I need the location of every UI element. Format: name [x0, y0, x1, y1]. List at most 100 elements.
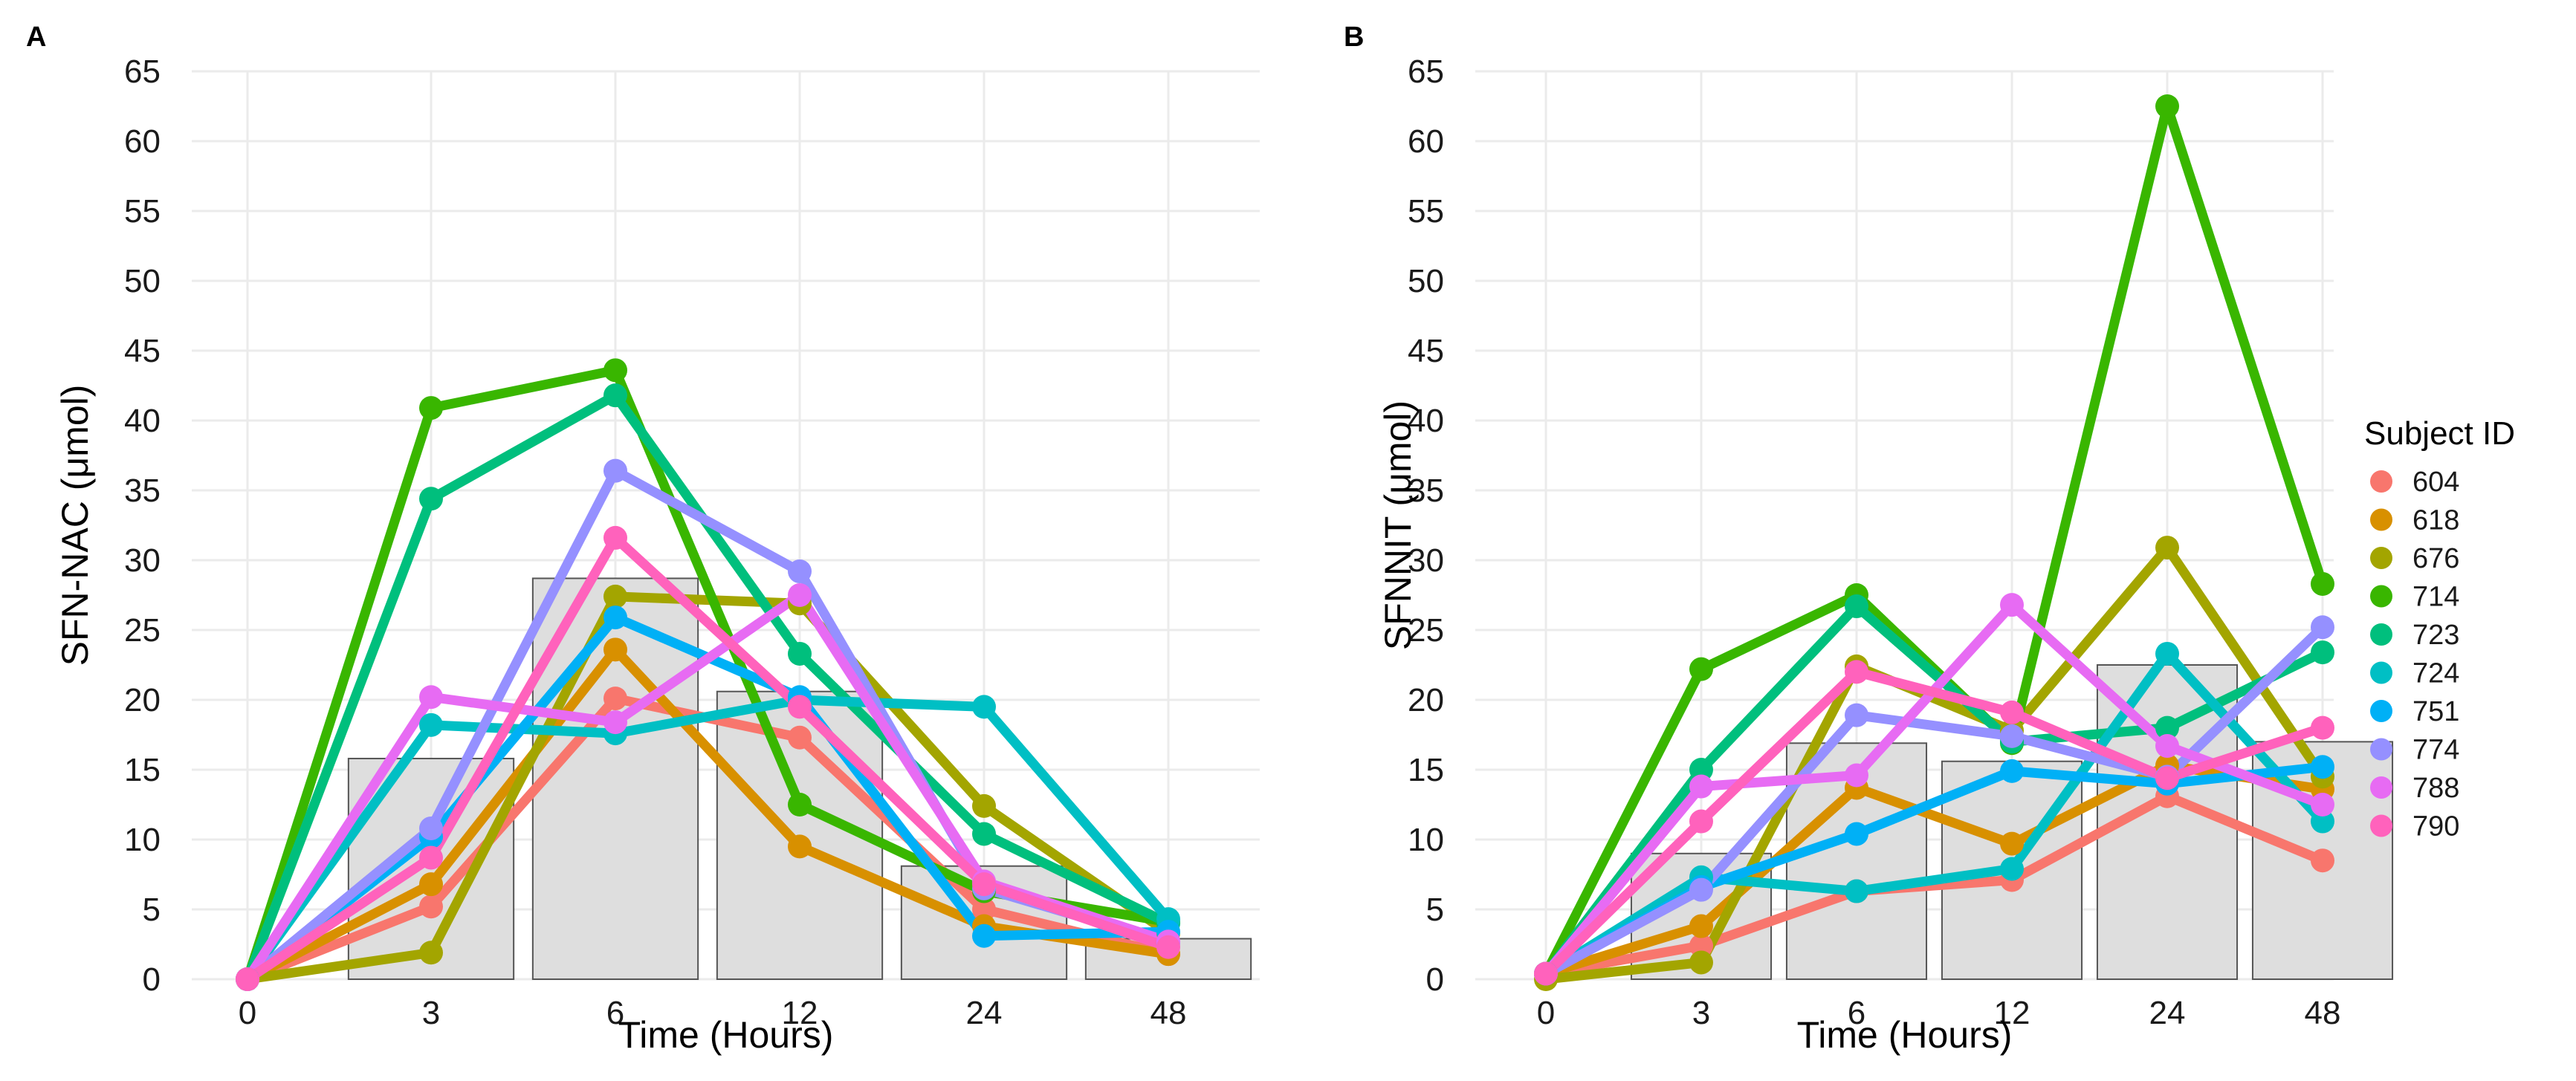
panel-b: B 0 5 10 15 20 25 30 35 40 45 50 55 60 65 0 3 6 12 24 48 Time…	[1344, 22, 2394, 1056]
point-790	[972, 872, 996, 897]
point-723	[2155, 715, 2179, 740]
point-751	[2000, 759, 2024, 783]
legend-swatch-774	[2370, 738, 2392, 761]
point-714	[419, 396, 443, 421]
point-604	[788, 725, 812, 750]
legend-label-618: 618	[2412, 505, 2459, 536]
point-723	[419, 487, 443, 511]
panel-a-label: A	[26, 22, 46, 53]
x-tick-label: 24	[966, 995, 1003, 1031]
point-676	[1689, 950, 1713, 975]
point-788	[419, 685, 443, 710]
x-tick-label: 6	[606, 995, 624, 1031]
point-618	[2000, 831, 2024, 856]
point-790	[236, 967, 259, 991]
series-line-790	[242, 533, 1174, 984]
point-790	[1689, 809, 1713, 834]
point-724	[2155, 641, 2179, 666]
point-774	[419, 816, 443, 840]
legend: Subject ID 604 618 676 714 723 724 751 774 788 790	[2364, 415, 2515, 843]
y-tick-label: 50	[124, 263, 161, 299]
x-axis-label: Time (Hours)	[618, 1014, 834, 1056]
point-724	[972, 695, 996, 719]
point-604	[419, 895, 443, 919]
y-tick-label: 40	[124, 403, 161, 439]
point-714	[2155, 94, 2179, 118]
legend-label-676: 676	[2412, 543, 2459, 574]
point-676	[972, 793, 996, 818]
x-tick-label: 12	[782, 995, 818, 1031]
point-723	[1689, 758, 1713, 782]
y-tick-label: 35	[124, 473, 161, 509]
point-774	[2000, 724, 2024, 748]
x-tick-label: 3	[1692, 995, 1710, 1031]
y-tick-label: 25	[124, 612, 161, 649]
legend-label-774: 774	[2412, 735, 2459, 766]
series-line-604	[1541, 791, 2328, 978]
series-line-676	[1541, 542, 2328, 984]
legend-swatch-724	[2370, 661, 2392, 684]
point-790	[419, 845, 443, 870]
point-790	[1534, 961, 1558, 986]
y-tick-label: 15	[124, 752, 161, 788]
y-tick-label: 60	[124, 123, 161, 160]
point-790	[603, 525, 627, 550]
point-788	[1689, 774, 1713, 799]
point-774	[1689, 877, 1713, 902]
legend-swatch-604	[2370, 470, 2392, 493]
y-tick-label: 10	[124, 822, 161, 858]
panel-a: A 0 5 10 15 20 25 30 35 40 45 50 55 60 65 0 3 6 12 24 48 Time…	[26, 22, 1260, 1056]
y-tick-label: 20	[1408, 682, 1444, 718]
point-751	[972, 923, 996, 948]
point-604	[2311, 848, 2334, 873]
legend-label-723: 723	[2412, 620, 2459, 651]
point-676	[2155, 536, 2179, 560]
point-790	[788, 695, 812, 719]
y-tick-label: 0	[143, 961, 161, 998]
point-788	[2311, 793, 2334, 817]
legend-label-724: 724	[2412, 658, 2459, 689]
series-line-724	[1541, 649, 2328, 978]
point-714	[2311, 571, 2334, 596]
point-790	[1156, 935, 1180, 959]
point-618	[419, 872, 443, 897]
y-axis-label: SFN-NAC (μmol)	[54, 385, 96, 666]
y-tick-label: 60	[1408, 123, 1444, 160]
point-723	[972, 822, 996, 846]
point-714	[788, 793, 812, 817]
point-788	[2000, 593, 2024, 617]
y-tick-label: 50	[1408, 263, 1444, 299]
y-tick-label: 25	[1408, 612, 1444, 649]
point-724	[419, 712, 443, 737]
x-tick-label: 12	[1994, 995, 2030, 1031]
point-788	[788, 583, 812, 607]
point-714	[1689, 657, 1713, 681]
point-774	[788, 559, 812, 584]
point-751	[2311, 755, 2334, 779]
y-tick-label: 55	[1408, 193, 1444, 230]
legend-swatch-790	[2370, 814, 2392, 837]
legend-label-751: 751	[2412, 696, 2459, 727]
y-tick-label: 65	[1408, 53, 1444, 90]
point-788	[2155, 734, 2179, 759]
legend-label-714: 714	[2412, 582, 2459, 613]
point-774	[603, 458, 627, 483]
x-tick-label: 0	[1537, 995, 1555, 1031]
point-790	[2311, 715, 2334, 740]
point-676	[603, 584, 627, 608]
x-tick-label: 48	[1151, 995, 1187, 1031]
y-tick-label: 5	[143, 892, 161, 928]
x-tick-label: 3	[422, 995, 440, 1031]
point-751	[1845, 822, 1868, 846]
legend-label-790: 790	[2412, 811, 2459, 843]
y-tick-label: 45	[124, 333, 161, 369]
point-618	[1689, 914, 1713, 938]
y-tick-label: 55	[124, 193, 161, 230]
point-790	[1845, 660, 1868, 684]
y-tick-label: 40	[1408, 403, 1444, 439]
y-tick-label: 30	[1408, 542, 1444, 579]
point-774	[1845, 703, 1868, 727]
x-axis-label: Time (Hours)	[1797, 1014, 2013, 1056]
point-618	[788, 834, 812, 859]
